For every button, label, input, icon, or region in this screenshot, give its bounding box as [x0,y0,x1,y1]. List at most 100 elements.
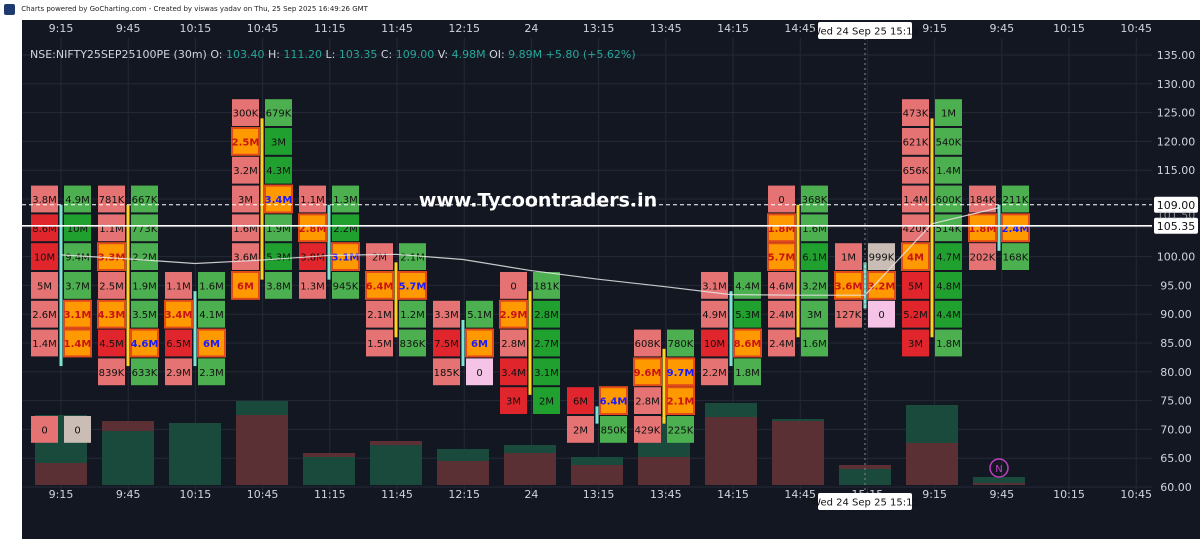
bid-cell[interactable] [768,185,795,213]
bid-cell[interactable] [500,329,527,357]
ask-cell[interactable] [198,272,225,299]
ask-cell[interactable] [64,416,91,443]
bid-cell[interactable] [701,329,728,357]
ask-cell[interactable] [265,214,292,242]
ask-cell[interactable] [666,357,695,387]
bid-cell[interactable] [231,271,260,300]
bid-cell[interactable] [969,185,996,213]
ask-cell[interactable] [667,416,694,443]
bid-cell[interactable] [567,387,594,414]
ask-cell[interactable] [63,328,92,358]
footprint-chart[interactable]: 9:15 9:15 9:45 9:45 10:15 10:15 10:45 10:45 11:1… [22,20,1200,539]
ask-cell[interactable] [801,329,828,357]
ask-cell[interactable] [733,328,762,358]
bid-cell[interactable] [902,185,929,213]
ask-cell[interactable] [131,185,158,213]
ask-cell[interactable] [265,272,292,299]
ask-cell[interactable] [867,271,896,300]
bid-cell[interactable] [98,358,125,386]
bid-cell[interactable] [232,214,259,242]
bid-cell[interactable] [499,299,528,329]
ask-cell[interactable] [265,243,292,270]
ask-cell[interactable] [801,300,828,328]
ask-cell[interactable] [131,358,158,386]
ask-cell[interactable] [64,272,91,299]
bid-cell[interactable] [365,271,394,300]
bid-cell[interactable] [567,416,594,443]
bid-cell[interactable] [768,272,795,299]
ask-cell[interactable] [935,128,962,155]
footprint-chart-svg[interactable]: 9:15 9:15 9:45 9:45 10:15 10:15 10:45 10:45 11:1… [22,20,1200,539]
bid-cell[interactable] [165,329,192,357]
bid-cell[interactable] [902,329,929,357]
ask-cell[interactable] [399,329,426,357]
ask-cell[interactable] [64,214,91,242]
bid-cell[interactable] [701,272,728,299]
ask-cell[interactable] [667,329,694,357]
ask-cell[interactable] [801,214,828,242]
bid-cell[interactable] [634,329,661,357]
ask-cell[interactable] [935,185,962,213]
bid-cell[interactable] [31,243,58,270]
ask-cell[interactable] [935,300,962,328]
bid-cell[interactable] [231,127,260,156]
bid-cell[interactable] [366,300,393,328]
ask-cell[interactable] [466,300,493,328]
bid-cell[interactable] [31,272,58,299]
ask-cell[interactable] [935,329,962,357]
ask-cell[interactable] [130,328,159,358]
bid-cell[interactable] [768,300,795,328]
bid-cell[interactable] [968,213,997,243]
ask-cell[interactable] [198,300,225,328]
bid-cell[interactable] [366,243,393,270]
bid-cell[interactable] [500,358,527,386]
bid-cell[interactable] [299,185,326,213]
ask-cell[interactable] [734,358,761,386]
bid-cell[interactable] [433,300,460,328]
ask-cell[interactable] [265,99,292,126]
ask-cell[interactable] [265,156,292,184]
bid-cell[interactable] [902,300,929,328]
ask-cell[interactable] [533,329,560,357]
news-marker-icon[interactable] [989,458,1009,478]
ask-cell[interactable] [666,386,695,416]
bid-cell[interactable] [298,213,327,243]
ask-cell[interactable] [332,272,359,299]
bid-cell[interactable] [98,329,125,357]
bid-cell[interactable] [634,387,661,414]
bid-cell[interactable] [164,299,193,329]
bid-cell[interactable] [98,214,125,242]
ask-cell[interactable] [64,185,91,213]
ask-cell[interactable] [1001,213,1030,243]
bid-cell[interactable] [500,387,527,414]
bid-cell[interactable] [768,329,795,357]
bid-cell[interactable] [232,243,259,270]
ask-cell[interactable] [198,358,225,386]
bid-cell[interactable] [31,185,58,213]
ask-cell[interactable] [935,272,962,299]
bid-cell[interactable] [97,299,126,329]
bid-cell[interactable] [165,358,192,386]
bid-cell[interactable] [500,272,527,299]
ask-cell[interactable] [801,185,828,213]
ask-cell[interactable] [332,185,359,213]
ask-cell[interactable] [332,214,359,242]
ask-cell[interactable] [533,387,560,414]
ask-cell[interactable] [935,214,962,242]
bid-cell[interactable] [232,156,259,184]
ask-cell[interactable] [533,300,560,328]
bid-cell[interactable] [767,242,796,271]
ask-cell[interactable] [599,386,628,416]
bid-cell[interactable] [835,243,862,270]
bid-cell[interactable] [835,300,862,328]
ask-cell[interactable] [63,299,92,329]
ask-cell[interactable] [1002,185,1029,213]
bid-cell[interactable] [902,99,929,126]
ask-cell[interactable] [398,271,427,300]
ask-cell[interactable] [600,416,627,443]
ask-cell[interactable] [734,300,761,328]
bid-cell[interactable] [232,185,259,213]
ask-cell[interactable] [935,243,962,270]
bid-cell[interactable] [633,357,662,387]
ask-cell[interactable] [868,300,895,328]
